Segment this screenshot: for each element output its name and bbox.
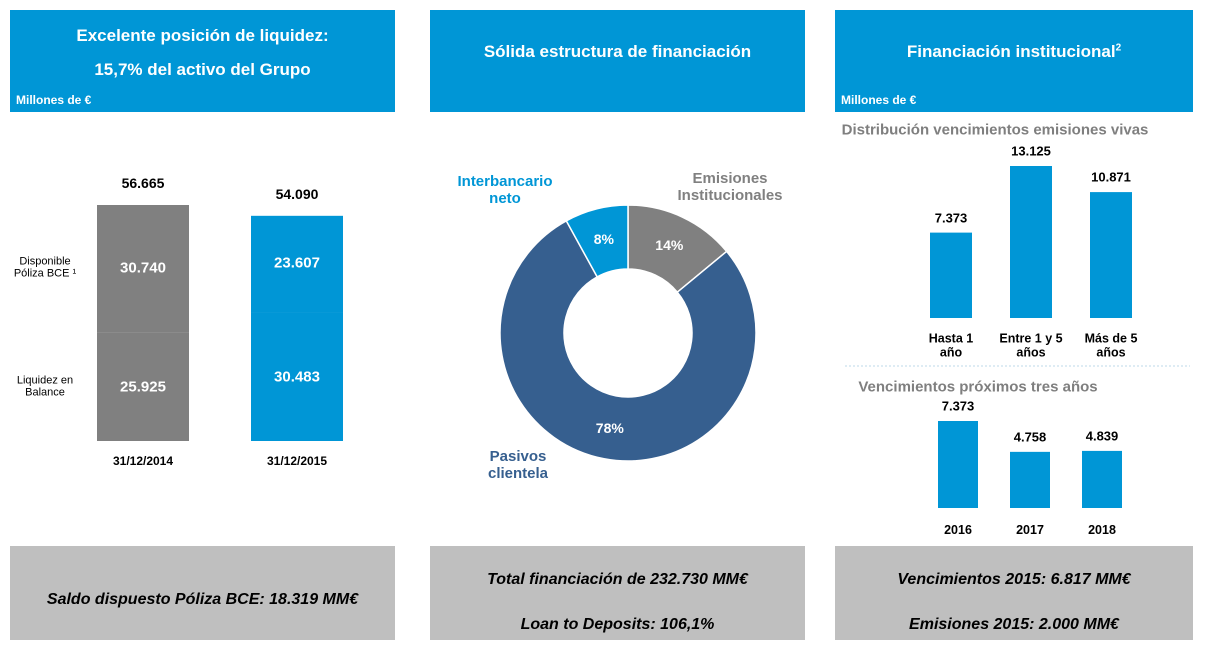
value-label: 78% [595,420,624,437]
x-tick-label: 2018 [1088,522,1116,537]
value-label: 7.373 [941,398,975,414]
bar-segment [97,332,189,441]
header-title: Excelente posición de liquidez: [76,26,329,46]
value-label: 25.925 [120,377,166,395]
header-box [10,10,395,112]
value-label: 13.125 [1011,143,1051,159]
bar [1082,450,1122,508]
value-label: 10.871 [1091,169,1131,185]
bar [1010,166,1052,318]
bar [1010,451,1050,508]
bar [938,421,978,508]
header-title: Financiación institucional2 [906,42,1122,62]
bar-segment [97,205,189,333]
value-label: 4.758 [1013,429,1047,445]
x-tick-label: 2016 [944,522,972,537]
bar [930,232,972,318]
series-label: Liquidez en Balance [16,373,74,399]
value-label: 30.483 [274,368,320,386]
value-label: 4.839 [1085,428,1119,444]
category-label: Interbancario neto [457,172,553,207]
header-title: 15,7% del activo del Grupo [94,60,311,80]
superscript: 2 [1115,42,1122,54]
category-label: Emisiones Institucionales [677,169,783,204]
value-label: 7.373 [934,210,968,226]
header-box [835,10,1193,112]
total-label: 56.665 [121,174,165,191]
header-title: Sólida estructura de financiación [483,42,752,62]
footer-text: Loan to Deposits: 106,1% [520,615,715,633]
footer-box [10,546,395,640]
unit-label: Millones de € [16,93,92,108]
chart-title: Vencimientos próximos tres años [858,378,1098,396]
x-tick-label: Entre 1 y 5 años [999,331,1063,360]
header-box [430,10,805,112]
donut-slice [499,219,757,462]
series-label: Disponible Póliza BCE ¹ [13,254,77,280]
chart-title: Distribución vencimientos emisiones viva… [841,121,1149,139]
x-tick-label: 31/12/2014 [112,454,174,469]
footer-box [430,546,805,640]
value-label: 14% [655,237,684,254]
unit-label: Millones de € [841,93,917,108]
x-tick-label: 2017 [1016,522,1044,537]
donut-slice [565,204,629,278]
footer-box [835,546,1193,640]
footer-text: Emisiones 2015: 2.000 MM€ [909,615,1119,633]
bar [1090,192,1132,318]
category-label: Pasivos clientela [487,447,549,482]
x-tick-label: Hasta 1 año [928,331,974,360]
footer-text: Saldo dispuesto Póliza BCE: 18.319 MM€ [46,590,359,608]
bar-segment [251,215,343,313]
value-label: 30.740 [120,258,166,276]
x-tick-label: 31/12/2015 [266,454,328,469]
value-label: 23.607 [274,254,320,272]
x-tick-label: Más de 5 años [1084,331,1138,360]
total-label: 54.090 [275,185,319,202]
footer-text: Total financiación de 232.730 MM€ [487,570,748,588]
footer-text: Vencimientos 2015: 6.817 MM€ [897,570,1131,588]
bar-segment [251,312,343,441]
value-label: 8% [593,231,614,247]
